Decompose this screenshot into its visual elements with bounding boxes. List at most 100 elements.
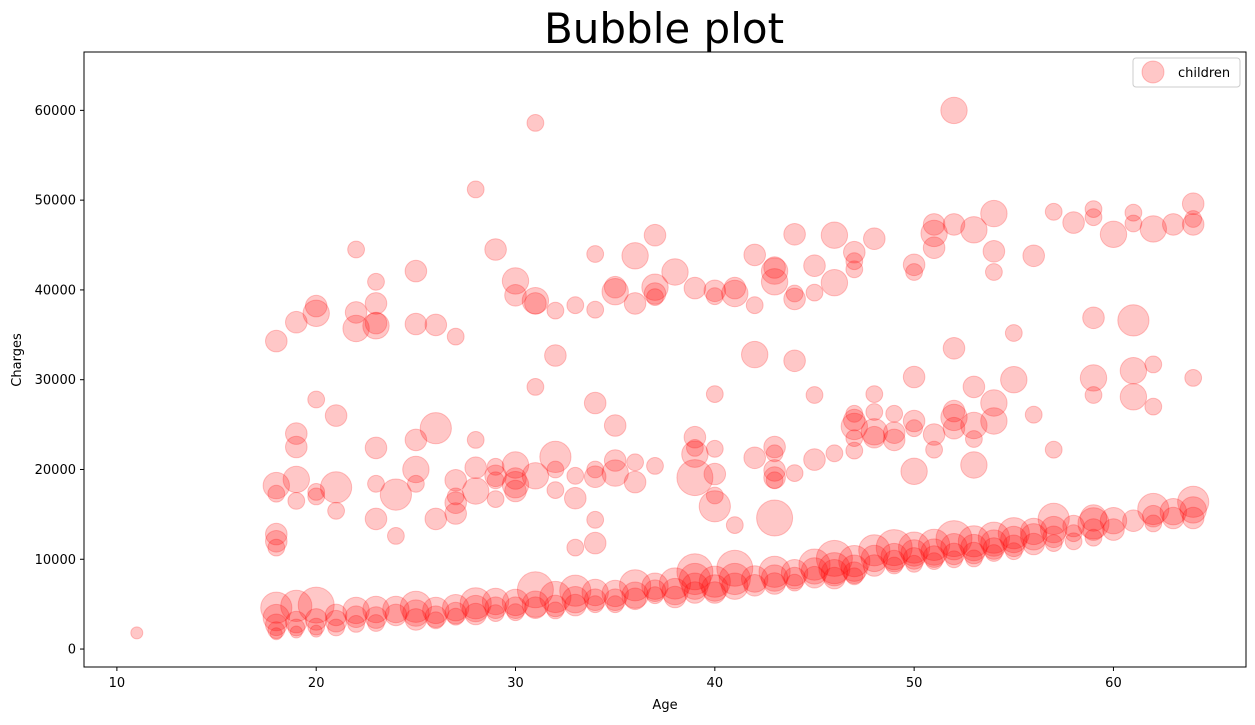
bubble-point (860, 418, 888, 446)
bubble-point (265, 530, 288, 553)
bubble-point (621, 581, 649, 609)
bubble-point (882, 421, 906, 445)
bubble-point (805, 386, 824, 404)
legend-marker (1141, 60, 1165, 84)
bubble-point (309, 624, 323, 638)
bubble-point (845, 441, 864, 460)
bubble-point (703, 581, 727, 604)
bubble-point (741, 340, 769, 369)
bubble-point (1062, 514, 1085, 538)
bubble-point (1019, 523, 1048, 551)
bubble-point (763, 459, 786, 482)
bubble-point (843, 240, 866, 264)
bubble-point (1040, 515, 1068, 544)
bubble-point (985, 544, 1003, 562)
bubble-point (1077, 507, 1110, 540)
bubble-point (1122, 509, 1145, 533)
bubble-point (623, 587, 647, 611)
bubble-point (367, 474, 385, 493)
bubble-point (626, 453, 644, 472)
bubble-point (980, 407, 1008, 435)
bubble-point (962, 375, 986, 399)
bubble-point (705, 385, 724, 404)
bubble-point (997, 517, 1030, 550)
bubble-point (564, 486, 587, 510)
bubble-point (960, 216, 988, 244)
bubble-point (289, 625, 303, 639)
bubble-point (1000, 366, 1028, 394)
bubble-point (539, 440, 572, 473)
bubble-point (486, 457, 505, 476)
bubble-point (364, 292, 388, 315)
chart-title: Bubble plot (544, 4, 784, 53)
bubble-point (723, 276, 747, 300)
bubble-point (347, 615, 366, 633)
bubble-point (481, 587, 510, 616)
bubble-point (863, 227, 886, 250)
bubble-point (287, 618, 306, 637)
bubble-point (805, 283, 824, 302)
bubble-point (623, 292, 647, 315)
bubble-point (885, 404, 904, 423)
bubble-point (399, 590, 432, 623)
x-tick-label: 50 (906, 676, 923, 691)
bubble-point (267, 538, 286, 557)
bubble-point (586, 300, 605, 319)
bubble-point (364, 311, 388, 335)
bubble-point (925, 440, 943, 459)
bubble-point (942, 416, 966, 440)
bubble-point (544, 594, 567, 618)
bubble-point (980, 389, 1008, 417)
bubble-point (619, 569, 652, 602)
bubble-point (875, 529, 913, 567)
bubble-point (404, 312, 428, 336)
bubble-point (845, 252, 864, 271)
bubble-point (960, 451, 988, 479)
bubble-point (603, 275, 627, 299)
bubble-point (905, 263, 923, 281)
bubble-point (1042, 525, 1065, 549)
bubble-point (444, 491, 468, 515)
bubble-point (501, 451, 530, 479)
bubble-point (815, 539, 853, 577)
bubble-point (703, 462, 727, 486)
bubble-point (1142, 504, 1165, 528)
bubble-point (725, 516, 744, 534)
x-axis-ticks: 10 20 30 40 50 60 (109, 667, 1122, 691)
bubble-point (307, 483, 326, 501)
bubble-point (546, 481, 565, 500)
bubble-point (703, 279, 727, 303)
bubble-point (280, 589, 313, 623)
bubble-point (1162, 213, 1185, 236)
bubble-point (643, 282, 667, 305)
bubble-point (942, 337, 966, 360)
bubble-point (1144, 397, 1163, 416)
bubble-point (745, 296, 764, 315)
bubble-point (681, 572, 709, 600)
bubble-point (564, 593, 587, 617)
bubble-point (265, 329, 288, 353)
bubble-point (603, 414, 627, 437)
bubble-point (758, 555, 791, 588)
bubble-point (845, 567, 864, 586)
bubble-point (985, 263, 1003, 281)
bubble-point (1181, 506, 1205, 530)
bubble-point (803, 448, 826, 471)
bubble-point (130, 626, 144, 640)
bubble-point (803, 254, 826, 278)
bubble-point (676, 553, 714, 591)
bubble-point (546, 460, 565, 479)
bubble-point (466, 180, 485, 199)
bubble-point (845, 260, 864, 279)
bubble-point (285, 435, 308, 459)
bubble-point (504, 479, 527, 503)
bubble-point (506, 603, 525, 622)
bubble-point (980, 199, 1008, 228)
bubble-point (900, 457, 928, 485)
bubble-point (1079, 504, 1108, 532)
bubble-point (1124, 203, 1143, 222)
bubble-point (320, 471, 353, 504)
y-tick-label: 20000 (35, 463, 76, 478)
y-axis-ticks: 0 10000 20000 30000 40000 50000 60000 (35, 104, 84, 658)
bubble-point (1004, 324, 1023, 342)
